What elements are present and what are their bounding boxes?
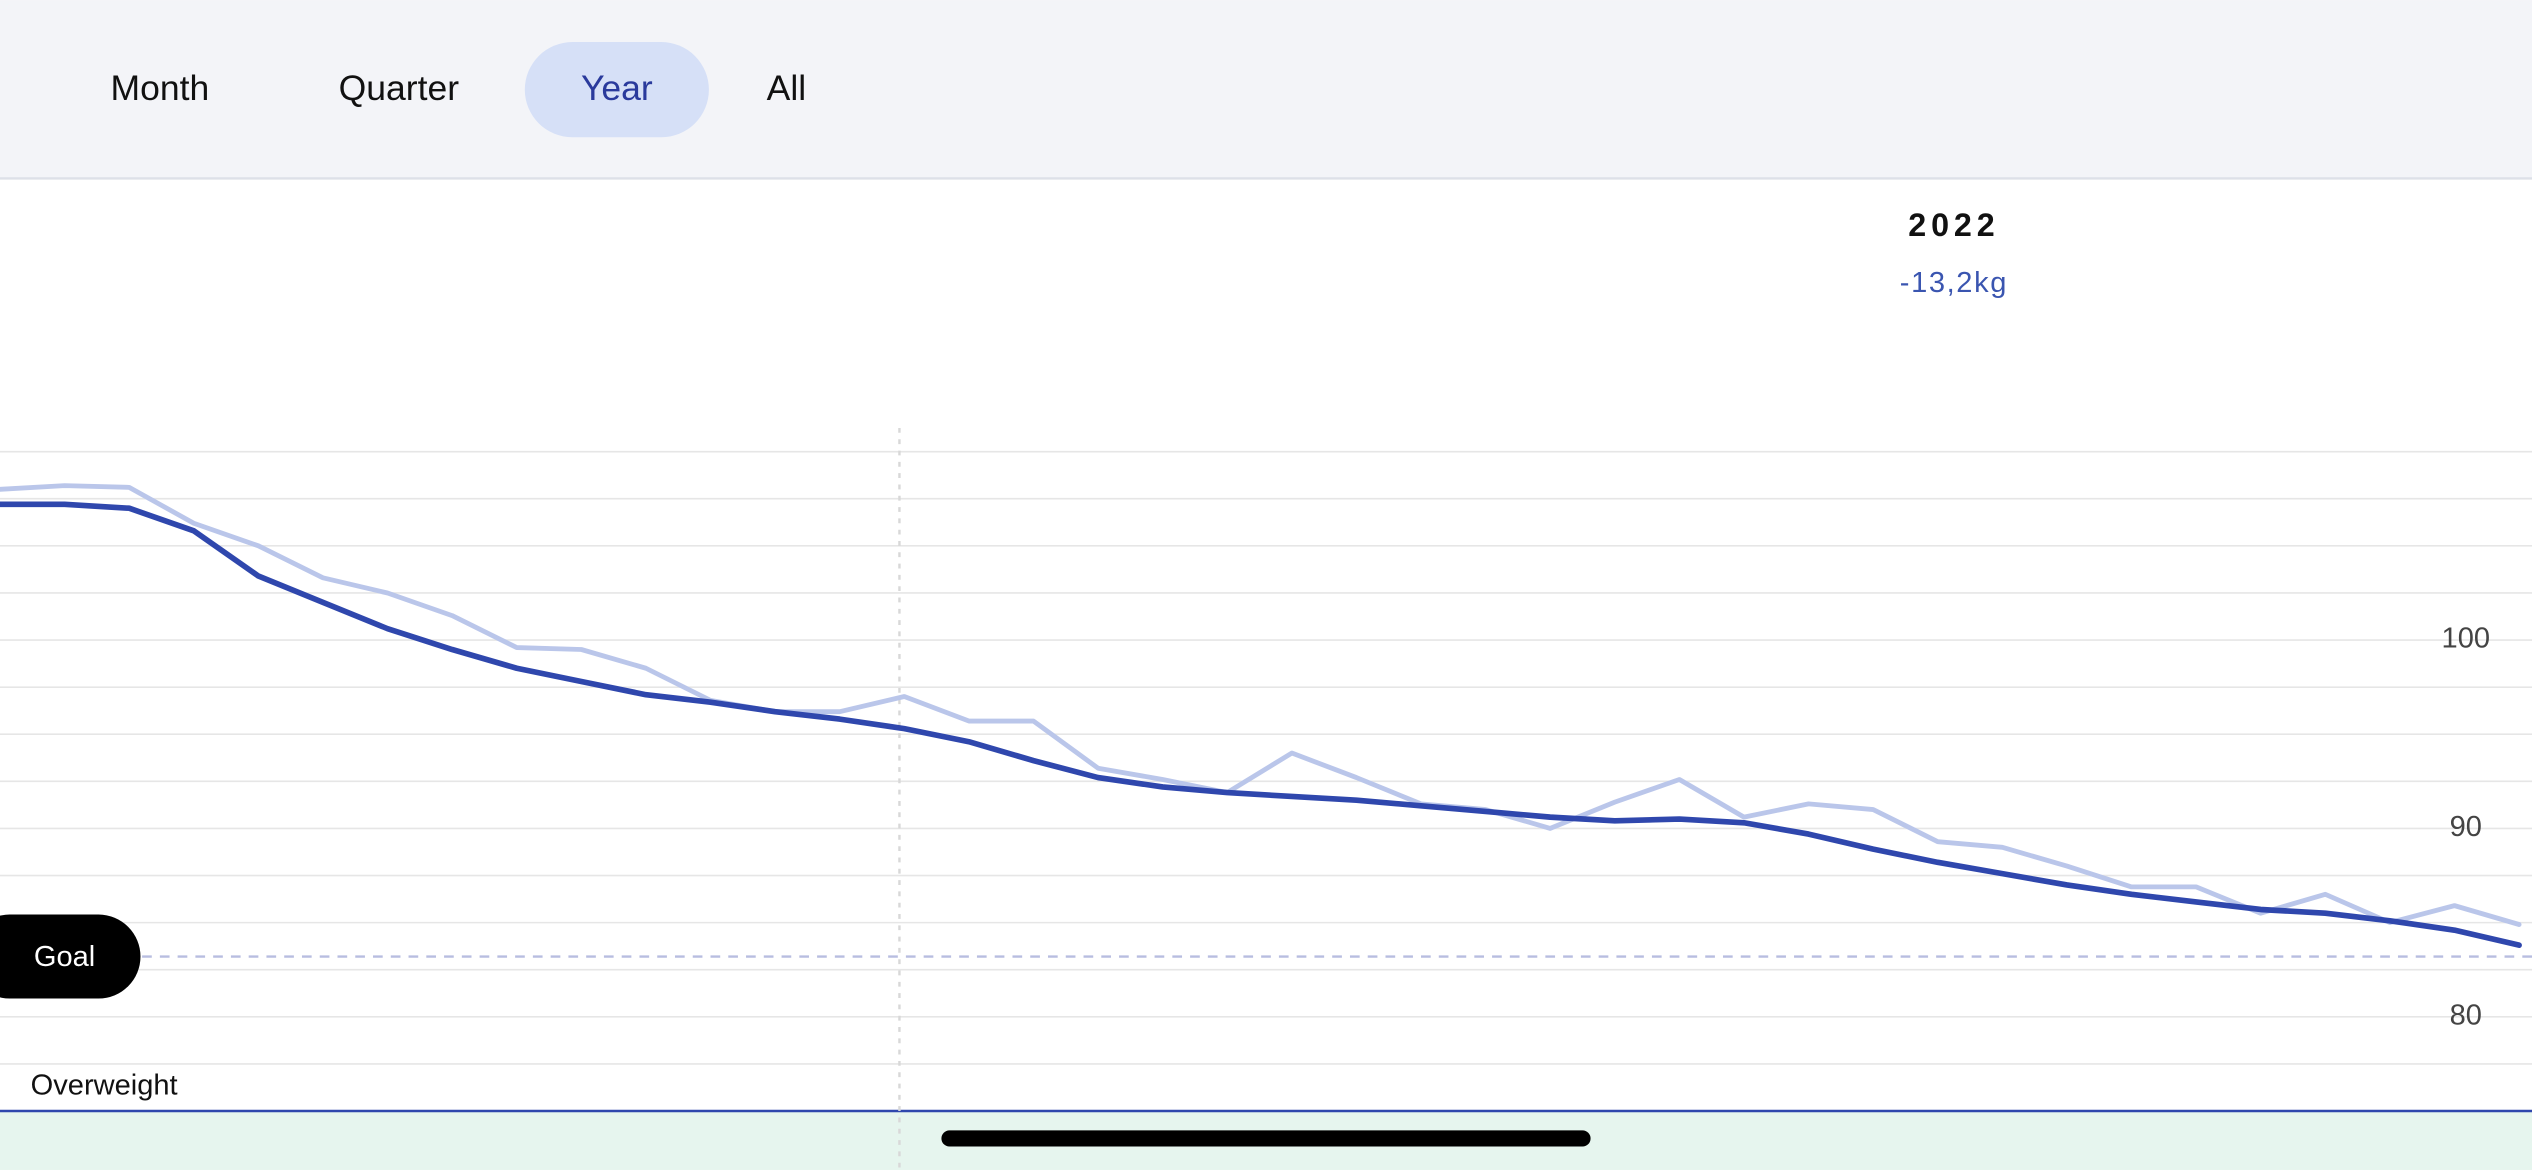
y-tick-label: 80 bbox=[2450, 999, 2482, 1031]
goal-label: Goal bbox=[34, 941, 95, 973]
tab[interactable]: Month bbox=[111, 68, 210, 108]
zone-label: Overweight bbox=[31, 1069, 178, 1101]
tab-selected-bg bbox=[524, 42, 709, 138]
tab-bar bbox=[0, 0, 2532, 178]
y-tick-label: 90 bbox=[2450, 811, 2482, 843]
raw-weight-line bbox=[0, 483, 2522, 927]
change-label: -13,2kg bbox=[1900, 267, 2008, 299]
goal-badge bbox=[0, 914, 141, 999]
tab[interactable]: All bbox=[767, 68, 806, 108]
y-tick-label: 100 bbox=[2442, 623, 2490, 655]
trend-line bbox=[0, 501, 2522, 949]
tab[interactable]: Year bbox=[581, 68, 653, 108]
tab[interactable]: Quarter bbox=[339, 68, 460, 108]
home-indicator bbox=[941, 1130, 1591, 1147]
period-label: 2022 bbox=[1908, 207, 1999, 243]
